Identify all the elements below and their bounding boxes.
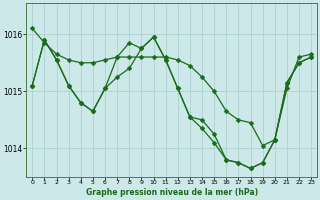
X-axis label: Graphe pression niveau de la mer (hPa): Graphe pression niveau de la mer (hPa) bbox=[86, 188, 258, 197]
